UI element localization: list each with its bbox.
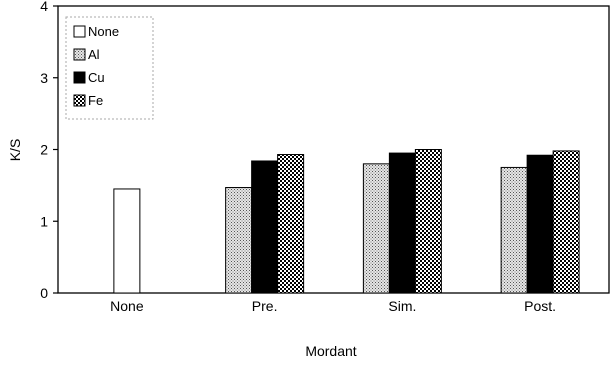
bar-none-none — [113, 188, 141, 294]
y-tick-label: 4 — [40, 0, 48, 14]
legend-label: None — [88, 24, 119, 39]
legend-label: Cu — [88, 70, 105, 85]
legend-swatch-cu — [73, 71, 86, 84]
y-tick-label: 1 — [40, 213, 48, 229]
bar-al-post — [500, 166, 528, 294]
bar-al-pre — [225, 187, 253, 294]
legend-items: None Al Cu Fe — [73, 24, 119, 108]
bar-al-sim — [362, 163, 390, 294]
x-tick-label: None — [110, 298, 144, 314]
y-tick-label: 3 — [40, 70, 48, 86]
x-tick-label: Sim. — [388, 298, 416, 314]
bar-fe-post — [552, 150, 580, 294]
bar-cu-post — [526, 154, 554, 294]
x-tick-label: Pre. — [252, 298, 278, 314]
y-axis: 0 1 2 3 4 — [40, 0, 58, 301]
legend: None Al Cu Fe — [65, 16, 154, 120]
legend-swatch-fe — [73, 94, 86, 107]
bars — [113, 149, 580, 294]
bar-cu-sim — [388, 152, 416, 294]
legend-swatch-none — [73, 25, 86, 38]
x-axis-title: Mordant — [305, 343, 356, 359]
bar-fe-sim — [414, 149, 442, 294]
bar-cu-pre — [251, 160, 279, 294]
x-axis: None Pre. Sim. Post. — [110, 298, 556, 314]
y-axis-title: K/S — [7, 139, 23, 162]
x-tick-label: Post. — [524, 298, 556, 314]
y-tick-label: 0 — [40, 285, 48, 301]
bar-fe-pre — [277, 154, 305, 294]
legend-swatch-al — [73, 48, 86, 61]
y-tick-label: 2 — [40, 142, 48, 158]
legend-label: Fe — [88, 93, 103, 108]
legend-label: Al — [88, 47, 100, 62]
